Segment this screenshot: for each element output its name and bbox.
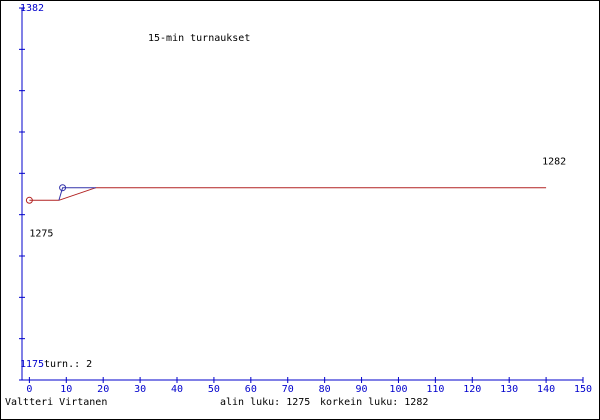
y-tick-label: 1382 [20,3,44,14]
x-tick-label: 50 [208,384,220,395]
max-label: korkein luku: 1282 [320,397,428,408]
y-tick-label: 1175 [20,359,44,370]
x-tick-label: 110 [426,384,444,395]
value-label: 1275 [29,228,53,239]
player-name: Valtteri Virtanen [5,397,107,408]
x-tick-label: 20 [97,384,109,395]
x-tick-label: 140 [537,384,555,395]
min-label: alin luku: 1275 [220,397,310,408]
x-tick-label: 100 [389,384,407,395]
x-tick-label: 150 [574,384,592,395]
series-line [58,187,96,201]
x-tick-label: 120 [463,384,481,395]
chart-title: 15-min turnaukset [148,33,250,44]
x-tick-label: 40 [171,384,183,395]
series-line [29,187,547,201]
x-tick-label: 90 [356,384,368,395]
count-label: turn.: 2 [44,359,92,370]
x-tick-label: 0 [26,384,32,395]
point-marker [59,184,67,192]
x-tick-label: 80 [319,384,331,395]
x-tick-label: 60 [245,384,257,395]
x-tick-label: 10 [60,384,72,395]
x-tick-label: 30 [134,384,146,395]
value-label: 1282 [542,157,566,168]
x-tick-label: 130 [500,384,518,395]
point-marker [25,196,33,204]
x-tick-label: 70 [282,384,294,395]
